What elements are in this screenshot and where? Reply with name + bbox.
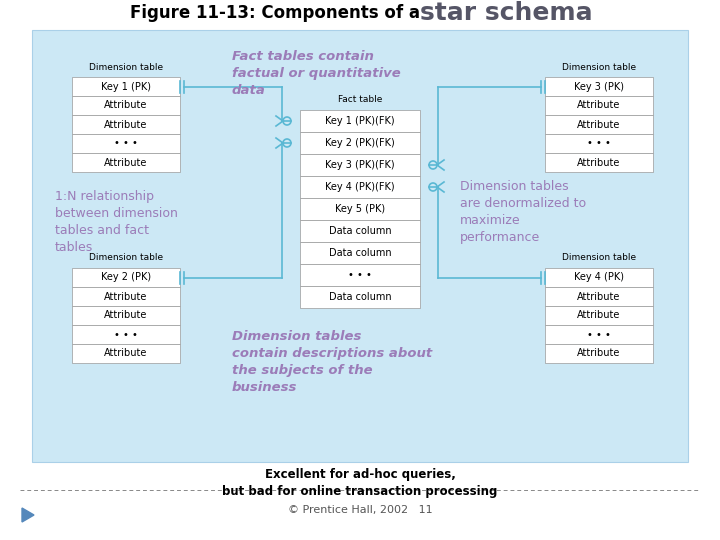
Text: Dimension table: Dimension table <box>89 253 163 262</box>
Text: Attribute: Attribute <box>104 292 148 301</box>
Bar <box>545 325 653 344</box>
Bar <box>300 198 420 220</box>
Text: • • •: • • • <box>114 138 138 149</box>
Bar <box>545 287 653 306</box>
Text: Attribute: Attribute <box>577 100 621 111</box>
Bar <box>545 268 653 287</box>
Text: Attribute: Attribute <box>104 348 148 359</box>
Bar <box>545 344 653 363</box>
Text: Figure 11-13: Components of a: Figure 11-13: Components of a <box>130 4 426 22</box>
Bar <box>72 325 180 344</box>
Text: Attribute: Attribute <box>104 310 148 321</box>
Text: Key 2 (PK): Key 2 (PK) <box>101 273 151 282</box>
Text: Attribute: Attribute <box>577 158 621 167</box>
Bar <box>545 153 653 172</box>
Text: Excellent for ad-hoc queries,
but bad for online transaction processing: Excellent for ad-hoc queries, but bad fo… <box>222 468 498 498</box>
Bar <box>545 96 653 115</box>
Text: Dimension table: Dimension table <box>89 63 163 71</box>
Text: Dimension table: Dimension table <box>562 63 636 71</box>
Bar <box>545 134 653 153</box>
Text: Key 3 (PK): Key 3 (PK) <box>574 82 624 91</box>
Bar <box>300 286 420 308</box>
Text: Dimension tables
contain descriptions about
the subjects of the
business: Dimension tables contain descriptions ab… <box>232 330 432 394</box>
Text: • • •: • • • <box>114 329 138 340</box>
Text: © Prentice Hall, 2002   11: © Prentice Hall, 2002 11 <box>288 505 432 515</box>
Text: Dimension table: Dimension table <box>562 253 636 262</box>
Text: Attribute: Attribute <box>577 310 621 321</box>
Text: 1:N relationship
between dimension
tables and fact
tables: 1:N relationship between dimension table… <box>55 190 178 254</box>
Text: Attribute: Attribute <box>104 119 148 130</box>
Bar <box>72 134 180 153</box>
Bar <box>300 242 420 264</box>
Text: Attribute: Attribute <box>577 292 621 301</box>
Text: Key 1 (PK)(FK): Key 1 (PK)(FK) <box>325 116 395 126</box>
Text: • • •: • • • <box>587 329 611 340</box>
Bar <box>545 115 653 134</box>
Bar <box>300 110 420 132</box>
Text: star schema: star schema <box>420 1 593 25</box>
Bar <box>72 153 180 172</box>
Text: Key 1 (PK): Key 1 (PK) <box>101 82 151 91</box>
Bar <box>72 344 180 363</box>
Text: Key 4 (PK): Key 4 (PK) <box>574 273 624 282</box>
Bar <box>72 115 180 134</box>
Text: Data column: Data column <box>329 292 391 302</box>
Text: Key 3 (PK)(FK): Key 3 (PK)(FK) <box>325 160 395 170</box>
Text: Fact table: Fact table <box>338 96 382 105</box>
Text: Fact tables contain
factual or quantitative
data: Fact tables contain factual or quantitat… <box>232 50 401 97</box>
Bar <box>300 264 420 286</box>
Bar <box>72 268 180 287</box>
Text: • • •: • • • <box>348 270 372 280</box>
Text: Key 4 (PK)(FK): Key 4 (PK)(FK) <box>325 182 395 192</box>
Text: Attribute: Attribute <box>577 348 621 359</box>
Text: Attribute: Attribute <box>104 100 148 111</box>
Text: Key 2 (PK)(FK): Key 2 (PK)(FK) <box>325 138 395 148</box>
Polygon shape <box>22 508 34 522</box>
Bar <box>300 176 420 198</box>
Bar <box>300 220 420 242</box>
Bar <box>300 154 420 176</box>
Text: Data column: Data column <box>329 226 391 236</box>
Bar <box>545 306 653 325</box>
Text: Attribute: Attribute <box>577 119 621 130</box>
Bar <box>72 287 180 306</box>
FancyBboxPatch shape <box>32 30 688 462</box>
Text: Dimension tables
are denormalized to
maximize
performance: Dimension tables are denormalized to max… <box>460 180 586 244</box>
Bar <box>300 132 420 154</box>
Text: • • •: • • • <box>587 138 611 149</box>
Bar <box>72 96 180 115</box>
Text: Key 5 (PK): Key 5 (PK) <box>335 204 385 214</box>
Text: Data column: Data column <box>329 248 391 258</box>
Bar <box>545 77 653 96</box>
Bar <box>72 77 180 96</box>
Bar <box>72 306 180 325</box>
Text: Attribute: Attribute <box>104 158 148 167</box>
